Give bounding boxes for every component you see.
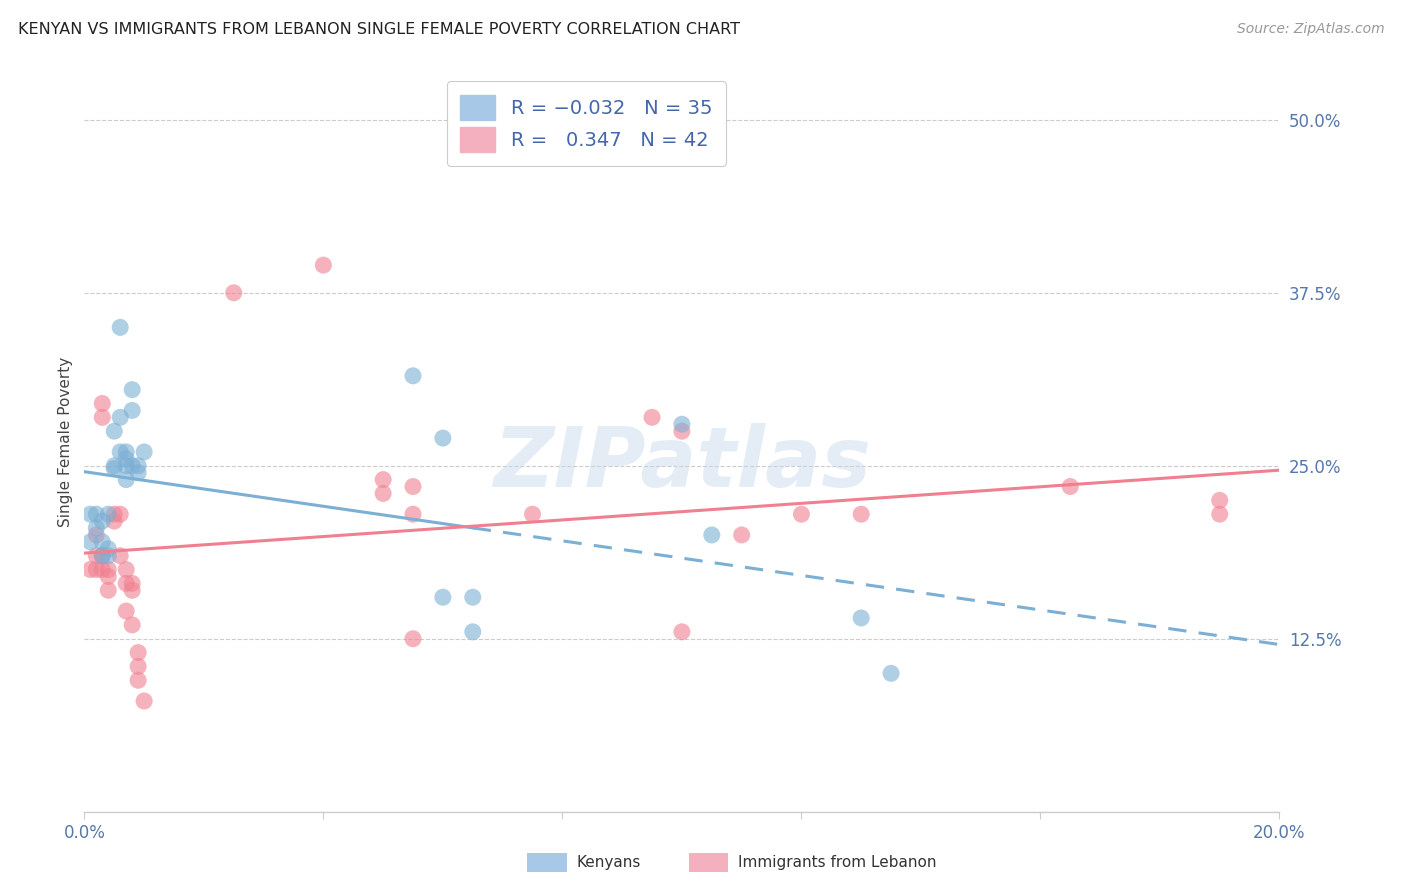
Point: [110, 445, 132, 459]
Point: [86, 563, 108, 577]
Point: [121, 383, 143, 397]
Point: [79, 507, 101, 521]
Point: [312, 258, 335, 272]
Point: [432, 431, 454, 445]
Point: [86, 549, 108, 563]
Text: Immigrants from Lebanon: Immigrants from Lebanon: [738, 855, 936, 870]
Point: [1059, 479, 1081, 493]
Point: [103, 507, 125, 521]
Point: [880, 666, 903, 681]
Point: [671, 624, 693, 639]
Point: [97, 549, 120, 563]
Text: ZIPatlas: ZIPatlas: [494, 423, 870, 504]
Point: [110, 320, 132, 334]
Y-axis label: Single Female Poverty: Single Female Poverty: [58, 357, 73, 526]
Point: [91, 534, 114, 549]
Point: [86, 507, 108, 521]
Point: [432, 591, 454, 605]
Point: [402, 632, 425, 646]
Point: [127, 458, 149, 473]
Point: [700, 528, 723, 542]
Point: [222, 285, 245, 300]
Point: [373, 473, 395, 487]
Point: [851, 611, 873, 625]
Point: [132, 694, 156, 708]
Point: [79, 534, 101, 549]
Point: [641, 410, 664, 425]
Point: [115, 576, 138, 591]
Point: [115, 473, 138, 487]
Point: [790, 507, 813, 521]
Point: [522, 507, 544, 521]
Point: [127, 659, 149, 673]
Text: Kenyans: Kenyans: [576, 855, 641, 870]
Point: [121, 576, 143, 591]
Point: [86, 528, 108, 542]
Point: [110, 507, 132, 521]
Point: [115, 604, 138, 618]
Point: [1209, 493, 1232, 508]
Point: [851, 507, 873, 521]
Point: [373, 486, 395, 500]
Point: [79, 563, 101, 577]
Text: Source: ZipAtlas.com: Source: ZipAtlas.com: [1237, 22, 1385, 37]
Point: [1209, 507, 1232, 521]
Point: [132, 445, 156, 459]
Point: [110, 410, 132, 425]
Point: [127, 646, 149, 660]
Point: [97, 569, 120, 583]
Point: [86, 521, 108, 535]
Point: [91, 549, 114, 563]
Point: [91, 396, 114, 410]
Point: [461, 624, 484, 639]
Point: [103, 424, 125, 438]
Point: [121, 403, 143, 417]
Point: [127, 673, 149, 688]
Point: [402, 368, 425, 383]
Point: [91, 514, 114, 528]
Point: [115, 445, 138, 459]
Point: [103, 461, 125, 475]
Point: [115, 451, 138, 466]
Point: [671, 424, 693, 438]
Point: [103, 514, 125, 528]
Point: [121, 618, 143, 632]
Point: [461, 591, 484, 605]
Point: [91, 563, 114, 577]
Point: [121, 583, 143, 598]
Point: [671, 417, 693, 432]
Point: [121, 458, 143, 473]
Point: [97, 583, 120, 598]
Legend: R = −0.032   N = 35, R =   0.347   N = 42: R = −0.032 N = 35, R = 0.347 N = 42: [447, 81, 725, 166]
Point: [115, 563, 138, 577]
Point: [91, 410, 114, 425]
Point: [127, 466, 149, 480]
Point: [97, 541, 120, 556]
Point: [402, 479, 425, 493]
Point: [110, 549, 132, 563]
Point: [91, 549, 114, 563]
Point: [103, 458, 125, 473]
Point: [97, 563, 120, 577]
Text: KENYAN VS IMMIGRANTS FROM LEBANON SINGLE FEMALE POVERTY CORRELATION CHART: KENYAN VS IMMIGRANTS FROM LEBANON SINGLE…: [18, 22, 741, 37]
Point: [97, 507, 120, 521]
Point: [731, 528, 754, 542]
Point: [402, 507, 425, 521]
Point: [115, 458, 138, 473]
